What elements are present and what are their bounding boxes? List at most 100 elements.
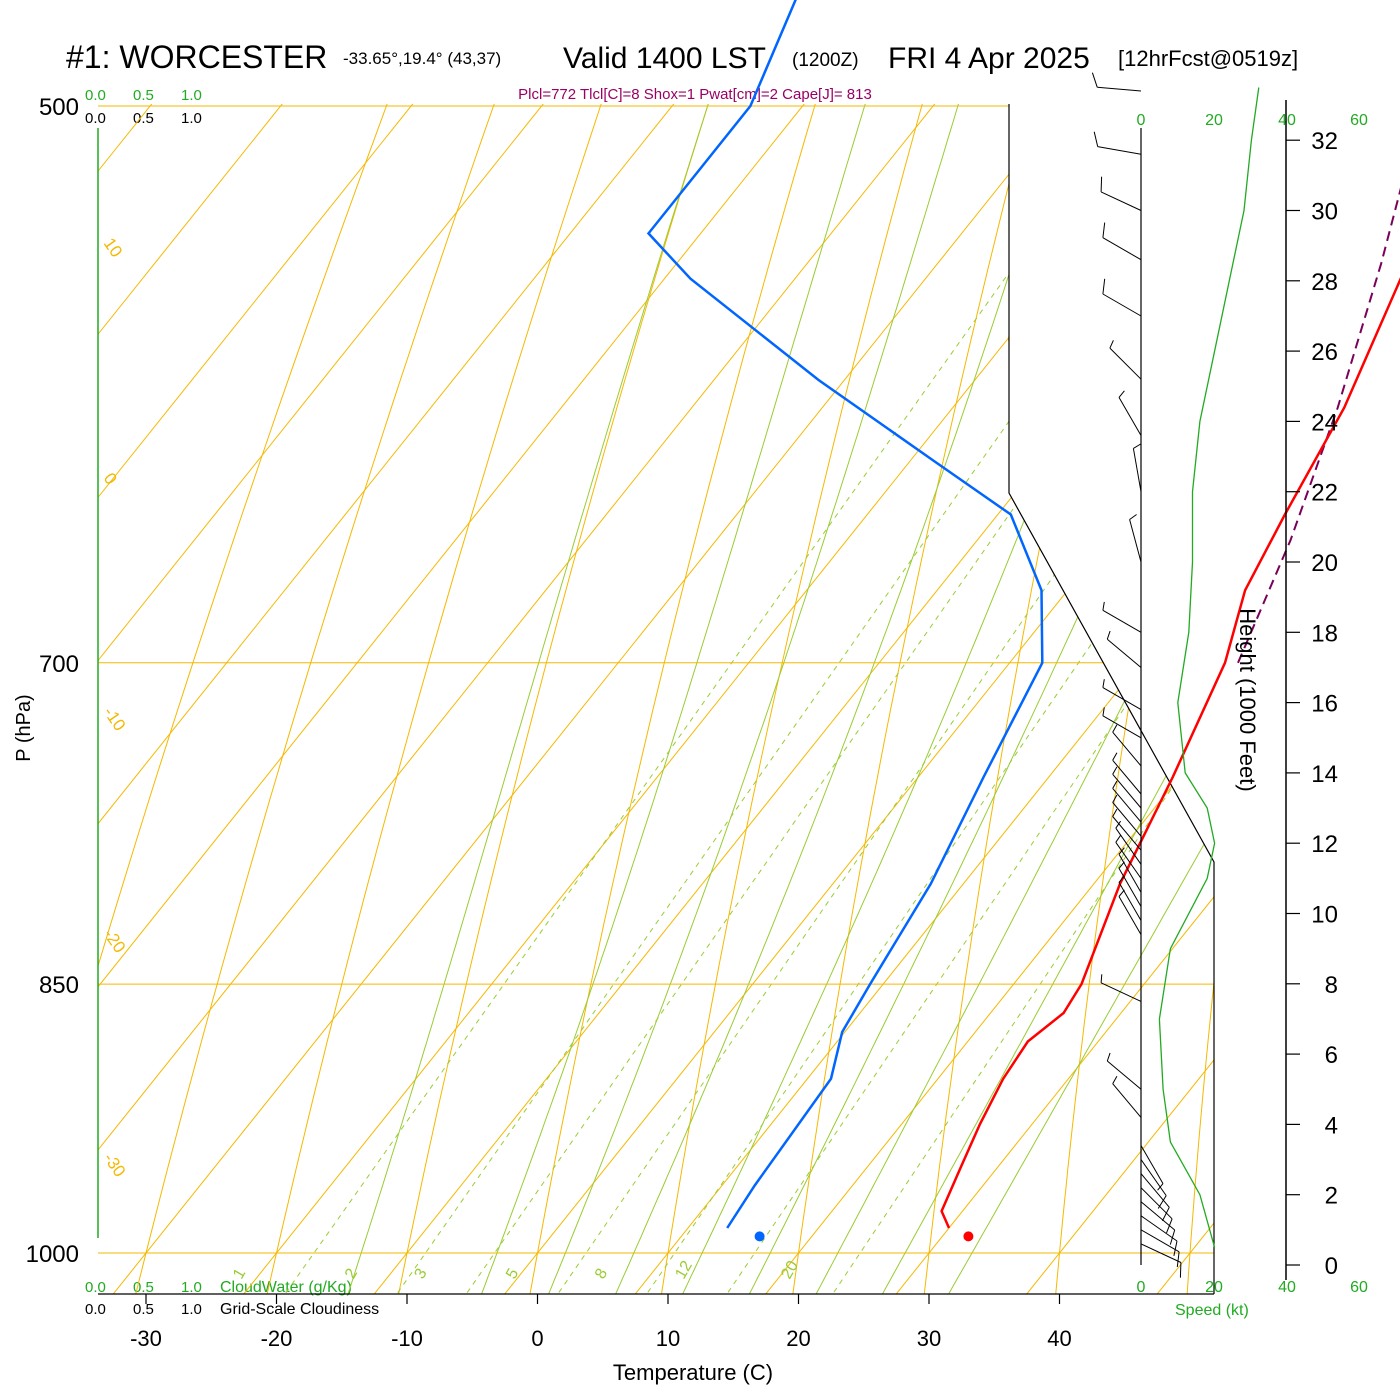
wind-barb-feather <box>1133 443 1141 449</box>
wind-barb-staff <box>1140 1173 1170 1208</box>
sounding-indices: Plcl=772 Tlcl[C]=8 Shox=1 Pwat[cm]=2 Cap… <box>518 86 872 103</box>
moist-adiabat <box>481 104 866 1294</box>
valid-time: Valid 1400 LST <box>563 42 766 75</box>
moist-adiabat <box>615 104 1064 1294</box>
height-tick-label: 8 <box>1325 972 1338 999</box>
wind-barb-feather <box>1106 630 1111 640</box>
dry-adiabat-label: -20 <box>100 925 130 956</box>
wind-barb <box>1102 707 1142 739</box>
height-tick-label: 16 <box>1311 691 1338 718</box>
height-tick-label: 32 <box>1311 128 1338 155</box>
wind-barb-staff <box>1140 1187 1173 1220</box>
wind-barb <box>1118 889 1142 935</box>
wind-barb-feather <box>1093 131 1099 147</box>
moist-adiabat <box>948 825 1214 1294</box>
speed-tick-label: 0 <box>1137 1279 1146 1296</box>
cloudwater-label: CloudWater (g/Kg) <box>220 1279 352 1296</box>
wind-barb-feather <box>1102 679 1105 688</box>
wind-barb-feather <box>1115 820 1122 829</box>
wind-barb <box>1112 808 1142 851</box>
height-tick-label: 10 <box>1311 902 1338 929</box>
height-tick-label: 4 <box>1325 1112 1338 1139</box>
wind-barb-staff <box>1140 1145 1164 1184</box>
moist-adiabat <box>881 686 1214 1294</box>
wind-barb <box>1129 514 1142 563</box>
wind-barb-feather <box>1112 780 1118 789</box>
speed-tick-label: 40 <box>1278 1279 1296 1296</box>
wind-barb-feather <box>1102 707 1105 716</box>
x-tick-label: -10 <box>391 1326 423 1351</box>
wind-barb-staff <box>1115 842 1142 879</box>
wind-barb-feather <box>1112 808 1118 817</box>
wind-barb-staff <box>1118 896 1142 935</box>
wind-barb-staff <box>1106 638 1142 668</box>
x-tick-label: -20 <box>261 1326 293 1351</box>
temperature-line <box>940 277 1400 1229</box>
cloudiness-tick: 1.0 <box>181 1301 202 1318</box>
wind-barb-staff <box>1112 802 1142 837</box>
wind-barb-staff <box>1112 788 1142 823</box>
wind-barb <box>1112 780 1142 823</box>
wind-barb-staff <box>1132 448 1142 492</box>
mixing-ratio-label: 20 <box>778 1258 802 1282</box>
wind-barb-feather <box>1115 835 1122 843</box>
cloudiness-tick: 0.5 <box>133 1301 154 1318</box>
dry-adiabat-label: 10 <box>100 234 126 260</box>
cloudwater-tick: 1.0 <box>181 87 202 104</box>
parcel-line <box>1237 187 1400 664</box>
dry-adiabat <box>1186 977 1214 1294</box>
isotherm <box>98 104 153 172</box>
wind-barb <box>1112 724 1142 767</box>
wind-barb <box>1140 1145 1164 1191</box>
mixing-ratio-label: 5 <box>503 1266 522 1282</box>
cloudiness-tick: 0.0 <box>85 110 106 127</box>
wind-barb <box>1140 1229 1180 1268</box>
moist-adiabat <box>548 104 959 1294</box>
wind-barb-feather <box>1112 794 1118 803</box>
wind-barb-staff <box>1140 1215 1178 1242</box>
isotherm <box>895 895 1214 1294</box>
wind-speed-line <box>1158 87 1260 1248</box>
wind-barb-feather <box>1118 390 1125 398</box>
wind-barb-staff <box>1106 1060 1142 1090</box>
wind-barb-staff <box>1129 519 1142 563</box>
wind-barb <box>1118 875 1142 921</box>
wind-barb-feather <box>1161 1207 1170 1222</box>
isotherm <box>243 104 1197 1294</box>
cloudiness-tick: 0.0 <box>85 1301 106 1318</box>
isobars <box>98 105 1214 1295</box>
wind-barb <box>1118 390 1142 436</box>
wind-barb-staff <box>1118 882 1142 921</box>
plot-boundary <box>1008 104 1215 1294</box>
wind-barb <box>1112 752 1142 795</box>
wind-barb <box>1140 1243 1182 1278</box>
wind-barb-feather <box>1112 724 1118 733</box>
wind-barb <box>1102 278 1142 317</box>
wind-barb-feather <box>1129 514 1137 520</box>
cloudwater-tick: 1.0 <box>181 1279 202 1296</box>
moist-adiabat <box>347 104 709 1294</box>
wind-barb <box>1093 131 1142 155</box>
wind-barb-staff <box>1118 854 1142 893</box>
x-tick-label: 10 <box>656 1326 680 1351</box>
moist-adiabat <box>682 104 1180 1294</box>
wind-barb-staff <box>1102 687 1142 711</box>
mixing-ratio-line <box>646 464 1214 1294</box>
wind-barb-feather <box>1176 1251 1180 1268</box>
wind-barb <box>1140 1159 1167 1209</box>
height-axis-label: Height (1000 Feet) <box>1235 608 1260 791</box>
isotherm <box>98 104 936 1151</box>
wind-barb <box>1102 222 1142 261</box>
wind-barb-staff <box>1097 146 1142 155</box>
wind-barb-feather <box>1157 1195 1167 1209</box>
dry-adiabat-label: -30 <box>100 1149 130 1180</box>
speed-tick-label: 20 <box>1205 1279 1223 1296</box>
plot-mask <box>1009 100 1400 1300</box>
wind-barb-feather <box>1109 340 1114 349</box>
wind-barb-staff <box>1102 237 1142 261</box>
y-axis-label: P (hPa) <box>13 694 35 761</box>
cloudiness-tick: 1.0 <box>181 110 202 127</box>
speed-tick-label: 60 <box>1350 1279 1368 1296</box>
